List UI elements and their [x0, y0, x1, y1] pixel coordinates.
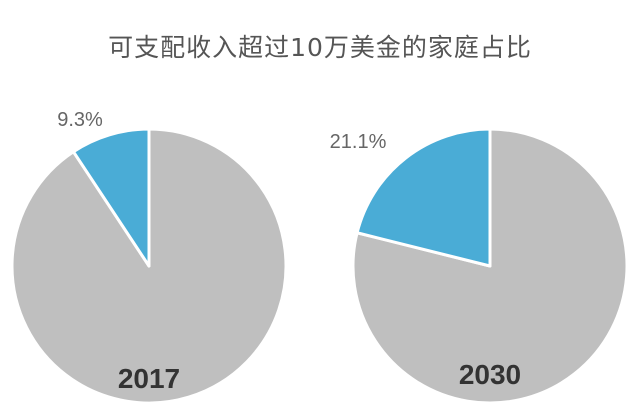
pie-2030-slice-0: [355, 127, 492, 268]
pie-2017-year-label: 2017: [118, 363, 180, 394]
pie-2017-slice-0: [71, 127, 151, 268]
pie-2030-year-label: 2030: [459, 359, 521, 390]
chart-title: 可支配收入超过10万美金的家庭占比: [108, 33, 532, 62]
pie-2017-percent-label: 9.3%: [57, 109, 103, 131]
pie-2030-percent-label: 21.1%: [330, 131, 387, 153]
